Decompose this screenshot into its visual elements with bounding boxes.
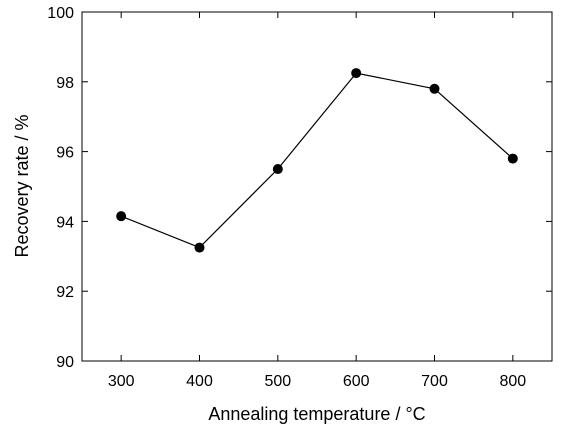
x-tick-label: 400 xyxy=(186,373,213,390)
y-tick-label: 90 xyxy=(56,354,74,371)
data-point xyxy=(507,153,518,164)
y-tick-label: 94 xyxy=(56,214,74,231)
data-point xyxy=(429,83,440,94)
x-tick-label: 300 xyxy=(108,373,135,390)
x-tick-label: 700 xyxy=(421,373,448,390)
data-point xyxy=(272,164,283,175)
axis-ticks xyxy=(82,11,552,362)
data-point xyxy=(351,68,362,79)
x-tick-label: 500 xyxy=(264,373,291,390)
axis-tick-labels: 300 400 500 600 700 800 90 92 94 96 98 100 xyxy=(47,5,526,390)
data-point xyxy=(194,242,205,253)
x-tick-label: 800 xyxy=(499,373,526,390)
y-axis-label: Recovery rate / % xyxy=(12,114,32,257)
y-tick-label: 98 xyxy=(56,75,74,92)
data-series xyxy=(116,68,518,253)
y-tick-label: 92 xyxy=(56,284,74,301)
y-tick-label: 100 xyxy=(47,5,74,22)
series-line xyxy=(120,72,514,249)
x-tick-label: 600 xyxy=(343,373,370,390)
y-tick-label: 96 xyxy=(56,145,74,162)
x-axis-label: Annealing temperature / °C xyxy=(208,404,425,424)
data-point xyxy=(116,211,127,222)
plot-frame xyxy=(81,11,553,362)
